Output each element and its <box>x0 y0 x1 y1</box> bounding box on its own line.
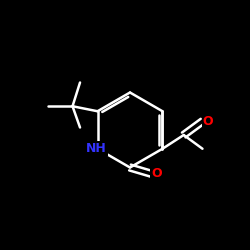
Text: O: O <box>152 167 162 180</box>
Text: O: O <box>203 115 213 128</box>
Text: NH: NH <box>86 142 107 155</box>
